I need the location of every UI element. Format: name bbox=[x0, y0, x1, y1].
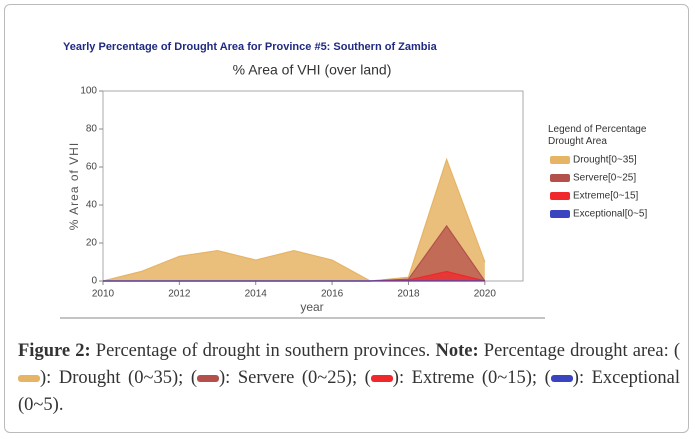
legend-swatch bbox=[550, 156, 570, 164]
frame bbox=[4, 4, 689, 433]
x-tick-label: 2018 bbox=[397, 289, 420, 300]
x-tick-label: 2012 bbox=[168, 289, 191, 300]
x-tick-label: 2020 bbox=[474, 289, 497, 300]
area-line bbox=[102, 157, 486, 282]
y-tick-label: 40 bbox=[86, 200, 98, 211]
area bbox=[103, 271, 485, 281]
note: Percentage drought area: ( ): Drought (0~… bbox=[18, 341, 680, 415]
note-part: Percentage drought area: ( bbox=[483, 341, 681, 361]
note-label: Note: bbox=[435, 341, 479, 361]
legend-swatch bbox=[550, 210, 570, 218]
y-tick-label: 100 bbox=[80, 86, 97, 97]
note-part: ): Extreme (0~15); ( bbox=[392, 368, 551, 388]
y-axis-label: % Area of VHI bbox=[67, 142, 81, 230]
x-tick-label: 2010 bbox=[92, 289, 115, 300]
chart-header: Yearly Percentage of Drought Area for Pr… bbox=[63, 41, 438, 53]
y-tick-label: 20 bbox=[86, 238, 98, 249]
legend-swatch bbox=[550, 192, 570, 200]
y-tick-label: 80 bbox=[86, 124, 98, 135]
caption-label: Figure 2: bbox=[18, 341, 91, 361]
note-swatch bbox=[18, 375, 40, 383]
note-swatch bbox=[370, 375, 393, 383]
note-swatch bbox=[196, 375, 219, 383]
legend-label: Drought[0~35] bbox=[573, 155, 637, 166]
legend-label: Extreme[0~15] bbox=[573, 191, 639, 202]
caption-text: Percentage of drought in southern provin… bbox=[95, 341, 431, 361]
legend-label: Exceptional[0~5] bbox=[573, 209, 647, 220]
note-part: ): Drought (0~35); ( bbox=[40, 368, 197, 388]
chart-title: % Area of VHI (over land) bbox=[233, 62, 392, 78]
caption: Figure 2: Percentage of drought in south… bbox=[18, 338, 680, 419]
y-tick-label: 60 bbox=[86, 162, 98, 173]
note-swatch bbox=[550, 375, 573, 383]
chart: Yearly Percentage of Drought Area for Pr… bbox=[60, 41, 647, 319]
legend-swatch bbox=[550, 174, 570, 182]
legend-title: Legend of Percentage Drought Area bbox=[548, 124, 647, 147]
legend-label: Servere[0~25] bbox=[573, 173, 636, 184]
x-axis-label: year bbox=[300, 300, 323, 314]
x-tick-label: 2016 bbox=[321, 289, 344, 300]
note-part: ): Servere (0~25); ( bbox=[218, 368, 371, 388]
note-part: ): Exceptional (0~5). bbox=[18, 368, 680, 415]
y-tick-label: 0 bbox=[91, 276, 97, 287]
x-tick-label: 2014 bbox=[245, 289, 268, 300]
